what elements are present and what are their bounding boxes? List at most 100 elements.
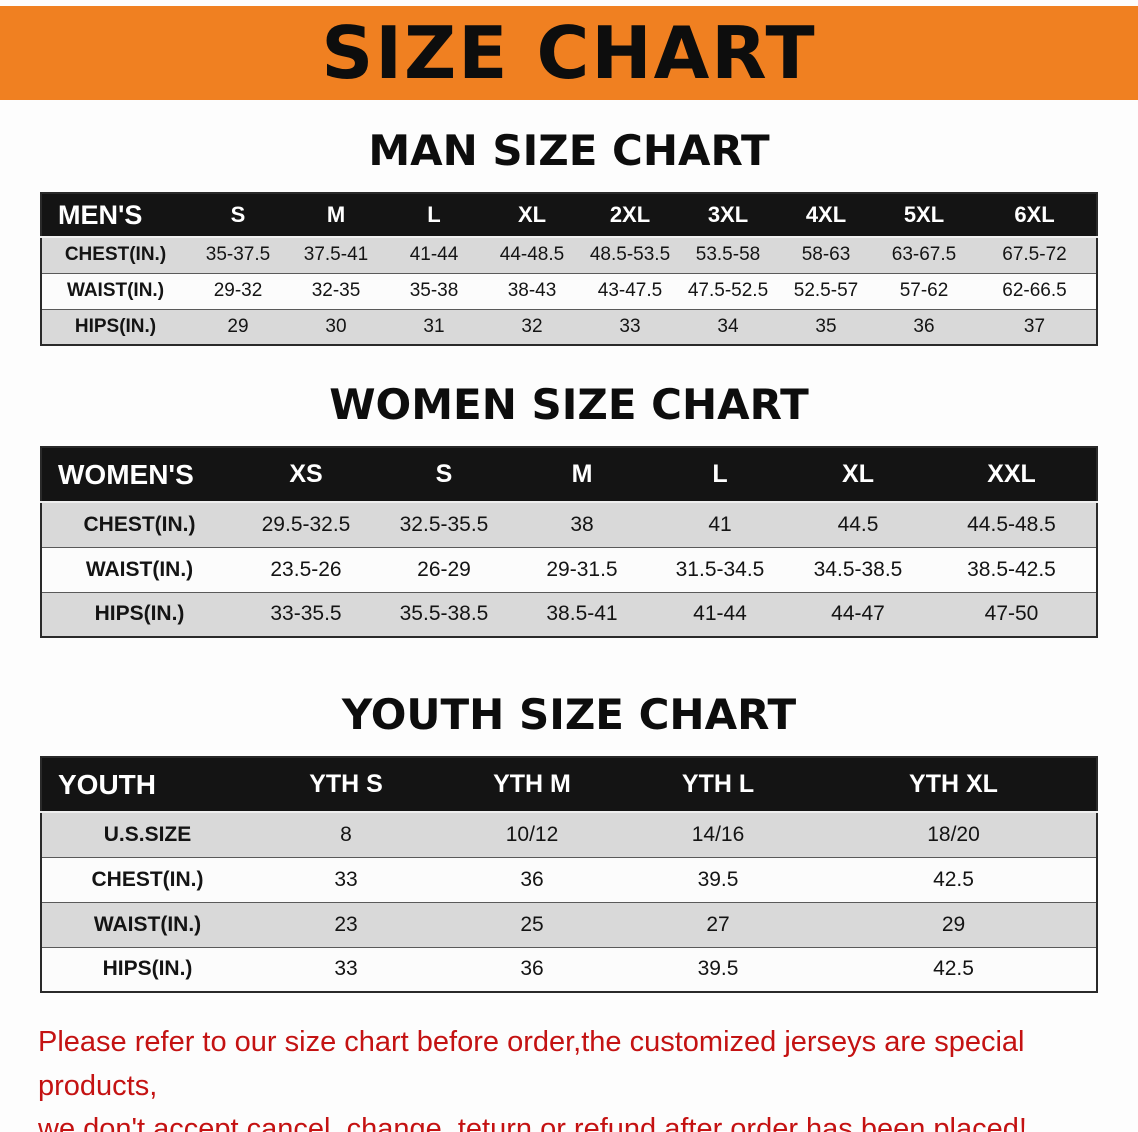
size-cell: 35.5-38.5 (399, 602, 489, 626)
size-cell: 26-29 (417, 557, 471, 581)
size-cell: 38-43 (507, 280, 557, 301)
size-cell: 44-48.5 (499, 244, 565, 266)
size-cell: 23 (334, 912, 358, 936)
size-cell: 33-35.5 (270, 602, 342, 626)
youth-size-chart: YOUTH YTH S YTH M YTH L YTH XL U.S.SIZE 8 10/12… (40, 756, 1098, 993)
table-row: U.S.SIZE 8 10/12 14/16 18/20 (41, 812, 1097, 857)
size-cell: 14/16 (691, 822, 745, 846)
row-label: HIPS(IN.) (74, 315, 157, 337)
row-label: CHEST(IN.) (83, 512, 196, 536)
size-cell: 30 (325, 315, 347, 337)
table-row: CHEST(IN.) 33 36 39.5 42.5 (41, 857, 1097, 902)
size-cell: 44.5-48.5 (967, 512, 1056, 536)
size-cell: 52.5-57 (793, 280, 859, 301)
size-cell: 37.5-41 (303, 244, 369, 266)
size-cell: 36 (913, 315, 935, 337)
table-row: HIPS(IN.) 29 30 31 32 33 34 35 36 37 (41, 309, 1097, 345)
size-cell: 39.5 (697, 867, 739, 891)
size-cell: 44-47 (831, 602, 885, 626)
size-cell: 29-32 (213, 280, 263, 301)
table-row: CHEST(IN.) 35-37.5 37.5-41 41-44 44-48.5 48.5… (41, 237, 1097, 273)
table-group-label: WOMEN'S (41, 447, 237, 503)
column-header: YTH L (625, 757, 811, 813)
size-cell: 23.5-26 (270, 557, 342, 581)
column-header: 6XL (973, 193, 1097, 238)
disclaimer-note: Please refer to our size chart before or… (38, 1021, 1100, 1132)
size-cell: 34 (717, 315, 739, 337)
disclaimer-line-1: Please refer to our size chart before or… (38, 1026, 1025, 1102)
size-cell: 31 (423, 315, 445, 337)
mens-size-chart-table: MEN'S S M L XL 2XL 3XL 4XL 5XL 6XL CHEST(IN.) 35-37… (40, 192, 1098, 346)
column-header: 3XL (679, 193, 777, 238)
size-cell: 38 (570, 512, 594, 536)
size-cell: 41-44 (409, 244, 459, 266)
column-header: 2XL (581, 193, 679, 238)
column-header: L (651, 447, 789, 503)
size-cell: 36 (520, 957, 544, 981)
women-section-heading: WOMEN SIZE CHART (329, 380, 809, 429)
row-label: CHEST(IN.) (64, 244, 167, 266)
disclaimer-line-2: we don't accept cancel, change, teturn o… (38, 1113, 1027, 1132)
size-cell: 8 (340, 822, 352, 846)
size-cell: 29.5-32.5 (261, 512, 351, 536)
column-header: S (375, 447, 513, 503)
table-row: HIPS(IN.) 33 36 39.5 42.5 (41, 947, 1097, 992)
size-cell: 25 (520, 912, 544, 936)
size-cell: 32-35 (311, 280, 361, 301)
row-label: WAIST(IN.) (66, 280, 165, 301)
table-row: HIPS(IN.) 33-35.5 35.5-38.5 38.5-41 41-44 44-… (41, 592, 1097, 637)
size-cell: 41 (708, 512, 732, 536)
size-cell: 57-62 (899, 280, 949, 301)
table-row: CHEST(IN.) 29.5-32.5 32.5-35.5 38 41 44.5 44.5… (41, 502, 1097, 547)
table-row: WAIST(IN.) 23 25 27 29 (41, 902, 1097, 947)
column-header: M (287, 193, 385, 238)
table-group-label: MEN'S (41, 193, 189, 238)
size-cell: 29-31.5 (546, 557, 618, 581)
size-chart-banner: SIZE CHART (0, 6, 1138, 100)
size-cell: 44.5 (837, 512, 879, 536)
size-cell: 32.5-35.5 (399, 512, 489, 536)
size-cell: 31.5-34.5 (675, 557, 765, 581)
size-cell: 27 (706, 912, 730, 936)
column-header: YTH M (439, 757, 625, 813)
mens-size-chart: MEN'S S M L XL 2XL 3XL 4XL 5XL 6XL CHEST(IN.) 35-37… (40, 192, 1098, 346)
size-cell: 38.5-41 (546, 602, 618, 626)
size-cell: 33 (619, 315, 641, 337)
column-header: L (385, 193, 483, 238)
size-cell: 58-63 (801, 244, 851, 266)
table-group-label: YOUTH (41, 757, 253, 813)
youth-section-heading: YOUTH SIZE CHART (341, 690, 797, 739)
header-row: WOMEN'S XS S M L XL XXL (41, 447, 1097, 503)
size-cell: 35-38 (409, 280, 459, 301)
column-header: XXL (927, 447, 1097, 503)
row-label: U.S.SIZE (103, 822, 192, 846)
column-header: 4XL (777, 193, 875, 238)
size-cell: 10/12 (505, 822, 559, 846)
size-cell: 42.5 (933, 957, 974, 981)
size-cell: 38.5-42.5 (967, 557, 1056, 581)
size-cell: 67.5-72 (1002, 244, 1067, 266)
size-cell: 39.5 (697, 957, 739, 981)
header-row: MEN'S S M L XL 2XL 3XL 4XL 5XL 6XL (41, 193, 1097, 238)
table-row: WAIST(IN.) 29-32 32-35 35-38 38-43 43-47.5 47.… (41, 273, 1097, 309)
column-header: YTH XL (811, 757, 1097, 813)
table-row: WAIST(IN.) 23.5-26 26-29 29-31.5 31.5-34.5 34… (41, 547, 1097, 592)
size-cell: 18/20 (927, 822, 980, 846)
size-cell: 43-47.5 (597, 280, 663, 301)
size-cell: 37 (1023, 315, 1046, 337)
row-label: WAIST(IN.) (85, 557, 194, 581)
column-header: XL (789, 447, 927, 503)
page-title: SIZE CHART (321, 11, 817, 95)
size-cell: 62-66.5 (1002, 280, 1067, 301)
row-label: HIPS(IN.) (102, 957, 193, 981)
size-cell: 35-37.5 (205, 244, 271, 266)
column-header: M (513, 447, 651, 503)
size-cell: 29 (227, 315, 249, 337)
size-cell: 47-50 (984, 602, 1039, 626)
column-header: 5XL (875, 193, 973, 238)
size-cell: 33 (334, 867, 358, 891)
size-cell: 42.5 (933, 867, 974, 891)
man-section-heading: MAN SIZE CHART (368, 126, 770, 175)
column-header: YTH S (253, 757, 439, 813)
womens-size-chart-table: WOMEN'S XS S M L XL XXL CHEST(IN.) 29.5-32.5 32.5… (40, 446, 1098, 638)
